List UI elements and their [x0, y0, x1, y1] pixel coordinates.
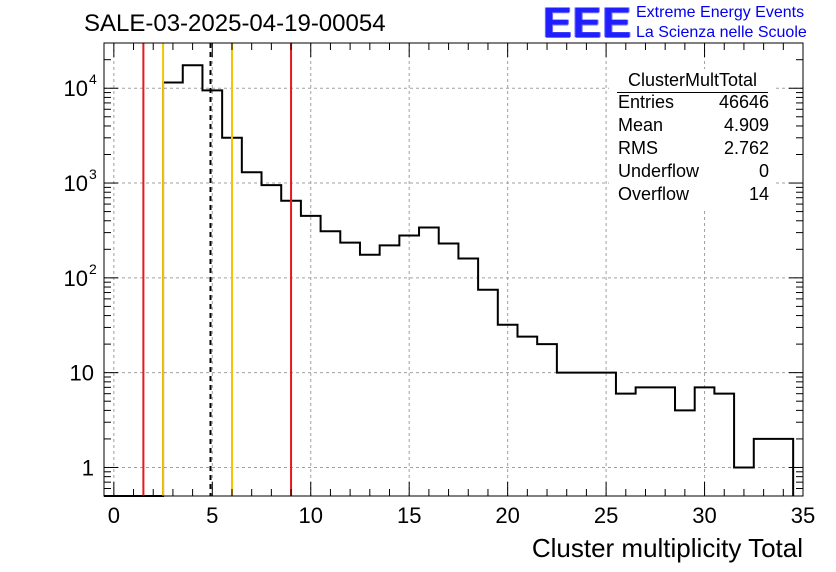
histogram-bin — [399, 235, 419, 496]
x-tick-label: 35 — [791, 503, 815, 528]
eee-logo: EEE — [543, 0, 633, 47]
chart-title: SALE-03-2025-04-19-00054 — [84, 10, 386, 37]
stats-row-entries: Entries 46646 — [618, 92, 769, 115]
y-tick-label-exponent: 3 — [89, 166, 97, 182]
stats-value: 14 — [748, 184, 769, 204]
histogram-bin — [695, 387, 715, 496]
histogram-bin — [537, 344, 557, 496]
histogram-bin — [439, 244, 459, 496]
y-tick-label: 1 — [82, 455, 94, 480]
histogram-bin — [655, 387, 675, 496]
y-tick-label-exponent: 4 — [89, 71, 97, 87]
x-tick-label: 0 — [108, 503, 120, 528]
histogram-bin — [262, 185, 282, 496]
y-tick-label: 10 — [70, 361, 94, 386]
marker-lines — [142, 43, 293, 496]
stats-row-underflow: Underflow 0 — [618, 161, 769, 184]
x-tick-label: 10 — [299, 503, 323, 528]
y-tick-label: 10 — [64, 171, 88, 196]
histogram-bin — [242, 172, 262, 496]
histogram-bin — [616, 394, 636, 496]
histogram-bin — [419, 227, 439, 496]
histogram-bin — [380, 245, 400, 496]
logo-caption-line1: Extreme Energy Events — [636, 4, 805, 21]
x-axis-label: Cluster multiplicity Total — [531, 533, 803, 563]
x-tick-label: 20 — [495, 503, 519, 528]
histogram-bin — [301, 216, 321, 496]
y-tick-label: 10 — [64, 266, 88, 291]
histogram-bin — [596, 373, 616, 496]
stats-box: ClusterMultTotal Entries 46646 Mean 4.90… — [609, 69, 776, 209]
stats-value: 2.762 — [723, 138, 769, 158]
histogram-bin — [517, 337, 537, 496]
histogram-bin — [498, 325, 518, 496]
histogram-bin — [714, 394, 734, 496]
histogram-bin — [478, 290, 498, 496]
histogram-bin — [321, 231, 341, 496]
y-tick-label: 10 — [64, 76, 88, 101]
histogram-bin — [557, 373, 577, 496]
stats-row-overflow: Overflow 14 — [618, 184, 769, 207]
x-tick-label: 30 — [692, 503, 716, 528]
histogram-bin — [340, 243, 360, 496]
histogram-bin — [458, 258, 478, 496]
y-tick-label-exponent: 2 — [89, 261, 97, 277]
histogram-bin — [163, 82, 183, 496]
stats-label: Entries — [618, 92, 675, 112]
histogram-series — [104, 64, 795, 497]
histogram-bin — [202, 90, 222, 496]
histogram-bin — [636, 387, 656, 496]
x-tick-label: 15 — [397, 503, 421, 528]
histogram-bin — [675, 410, 695, 496]
stats-label: Overflow — [618, 184, 690, 204]
stats-label: Underflow — [618, 161, 700, 181]
histogram-bin — [360, 255, 380, 496]
histogram-outline — [104, 64, 795, 497]
histogram-bin — [754, 439, 774, 496]
histogram-bin — [183, 65, 203, 496]
stats-row-mean: Mean 4.909 — [618, 115, 769, 138]
stats-value: 0 — [758, 161, 769, 181]
stats-value: 46646 — [718, 92, 769, 112]
stats-divider — [617, 92, 768, 93]
histogram-bin — [577, 373, 597, 496]
plot-frame — [103, 42, 804, 497]
stats-row-rms: RMS 2.762 — [618, 138, 769, 161]
x-tick-label: 5 — [206, 503, 218, 528]
stats-title: ClusterMultTotal — [627, 70, 758, 90]
logo-caption: Extreme Energy Events La Scienza nelle S… — [636, 3, 807, 43]
stats-value: 4.909 — [723, 115, 769, 135]
logo-caption-line2: La Scienza nelle Scuole — [636, 24, 807, 41]
x-tick-label: 25 — [594, 503, 618, 528]
axis-ticks — [104, 42, 804, 497]
stats-label: Mean — [618, 115, 664, 135]
stats-label: RMS — [618, 138, 658, 158]
